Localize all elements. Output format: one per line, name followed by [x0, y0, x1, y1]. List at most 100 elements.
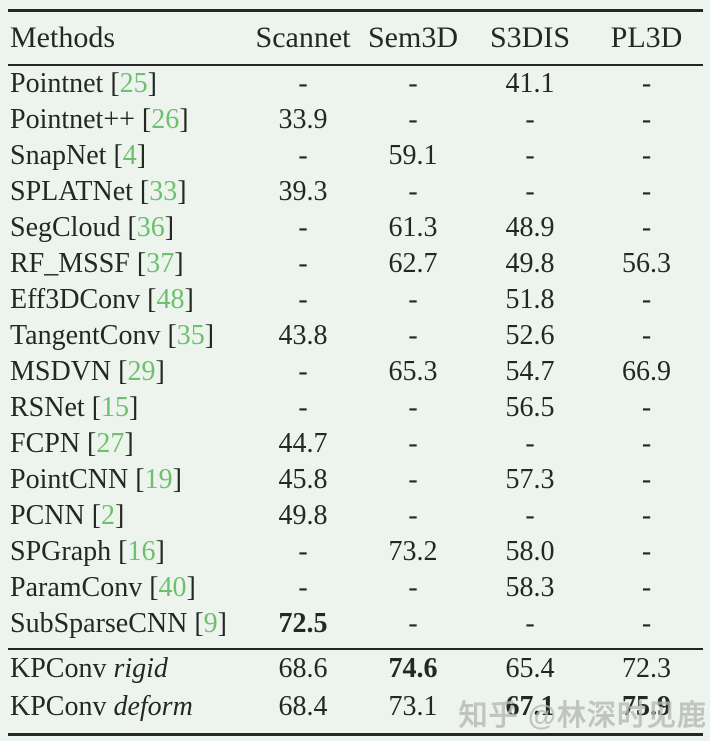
table-row: Pointnet++ [26] 33.9 - - -	[8, 102, 703, 138]
score-cell-pl3d: -	[641, 536, 652, 567]
table-rule-header	[8, 64, 703, 66]
citation-link[interactable]: 19	[144, 464, 173, 495]
score-cell-s3dis: 49.8	[505, 248, 555, 279]
citation-link[interactable]: 29	[127, 356, 156, 387]
table-header-row: Methods Scannet Sem3D S3DIS PL3D	[8, 12, 703, 64]
citation-link[interactable]: 9	[203, 608, 218, 639]
method-cell: Eff3DConv [48]	[8, 286, 250, 314]
table-rule-separator	[8, 648, 703, 650]
citation-bracket-close: ]	[129, 392, 139, 423]
method-name: Pointnet++	[10, 104, 135, 135]
score-cell-s3dis: -	[525, 608, 535, 639]
citation-bracket-close: ]	[184, 284, 194, 315]
score-cell-scannet: -	[298, 248, 308, 279]
score-cell-pl3d: -	[641, 572, 652, 603]
score-cell-s3dis: 41.1	[505, 68, 555, 99]
table-row: SPLATNet [33] 39.3 - - -	[8, 174, 703, 210]
score-cell-sem3d: -	[408, 176, 418, 207]
method-name: FCPN	[10, 428, 81, 459]
citation-link[interactable]: 16	[127, 536, 156, 567]
score-cell-sem3d: -	[408, 284, 418, 315]
citation-bracket-close: ]	[204, 320, 215, 351]
citation-bracket-open: [	[132, 176, 150, 207]
method-name: RF_MSSF	[10, 248, 130, 279]
score-cell-scannet: -	[298, 140, 308, 171]
table-rule-bottom	[8, 733, 703, 736]
citation-link[interactable]: 25	[119, 68, 148, 99]
score-cell-scannet: -	[298, 572, 308, 603]
citation-bracket-open: [	[120, 212, 137, 243]
score-cell-s3dis: -	[525, 428, 535, 459]
method-name: SPGraph	[10, 536, 112, 567]
score-cell-scannet: 72.5	[278, 608, 328, 639]
method-name: SubSparseCNN	[10, 608, 188, 639]
citation-link[interactable]: 35	[176, 320, 205, 351]
citation-bracket-open: [	[160, 320, 177, 351]
method-name: SnapNet	[10, 140, 107, 171]
citation-bracket-close: ]	[177, 176, 187, 207]
table-row: Eff3DConv [48] - - 51.8 -	[8, 282, 703, 318]
score-cell-scannet: -	[298, 392, 308, 423]
score-cell-pl3d: -	[641, 284, 652, 315]
citation-bracket-open: [	[134, 104, 152, 135]
method-cell: FCPN [27]	[8, 430, 250, 458]
citation-bracket-open: [	[106, 140, 123, 171]
score-cell-sem3d: 73.1	[388, 691, 438, 722]
table-row: KPConv rigid 68.6 74.6 65.4 72.3	[8, 650, 703, 688]
score-cell-pl3d: 72.3	[622, 653, 671, 684]
score-cell-pl3d: 66.9	[622, 356, 671, 387]
score-cell-s3dis: 58.0	[505, 536, 555, 567]
score-cell-s3dis: 52.6	[505, 320, 555, 351]
citation-link[interactable]: 48	[156, 284, 185, 315]
citation-link[interactable]: 2	[101, 500, 116, 531]
method-name: KPConv	[10, 691, 107, 722]
score-cell-sem3d: 62.7	[388, 248, 438, 279]
score-cell-s3dis: -	[525, 140, 535, 171]
citation-bracket-open: [	[128, 464, 145, 495]
column-header-s3dis: S3DIS	[489, 21, 571, 54]
citation-bracket-close: ]	[172, 464, 182, 495]
citation-link[interactable]: 4	[122, 140, 137, 171]
score-cell-pl3d: -	[641, 320, 652, 351]
score-cell-scannet: -	[298, 212, 308, 243]
score-cell-s3dis: 54.7	[505, 356, 555, 387]
citation-link[interactable]: 40	[158, 572, 187, 603]
method-cell: TangentConv [35]	[8, 322, 250, 350]
citation-link[interactable]: 15	[101, 392, 130, 423]
table-row: MSDVN [29] - 65.3 54.7 66.9	[8, 354, 703, 390]
table-row: SPGraph [16] - 73.2 58.0 -	[8, 534, 703, 570]
score-cell-sem3d: 74.6	[388, 653, 438, 684]
citation-link[interactable]: 36	[136, 212, 165, 243]
citation-bracket-close: ]	[179, 104, 189, 135]
citation-bracket-open: [	[84, 500, 102, 531]
method-name: RSNet	[10, 392, 85, 423]
citation-bracket-open: [	[111, 356, 128, 387]
citation-link[interactable]: 37	[146, 248, 175, 279]
score-cell-s3dis: -	[525, 500, 535, 531]
table-row: RF_MSSF [37] - 62.7 49.8 56.3	[8, 246, 703, 282]
score-cell-pl3d: -	[641, 428, 652, 459]
method-cell: PCNN [2]	[8, 502, 250, 530]
score-cell-sem3d: -	[408, 104, 418, 135]
citation-bracket-close: ]	[155, 356, 165, 387]
table-row: FCPN [27] 44.7 - - -	[8, 426, 703, 462]
citation-bracket-open: [	[129, 248, 147, 279]
score-cell-scannet: -	[298, 68, 308, 99]
score-cell-scannet: 49.8	[278, 500, 328, 531]
table-row: PCNN [2] 49.8 - - -	[8, 498, 703, 534]
method-name: TangentConv	[10, 320, 161, 351]
method-name: PCNN	[10, 500, 85, 531]
method-cell: KPConv deform	[8, 693, 250, 721]
score-cell-pl3d: -	[641, 104, 652, 135]
table-row: TangentConv [35] 43.8 - 52.6 -	[8, 318, 703, 354]
score-cell-sem3d: -	[408, 392, 418, 423]
citation-link[interactable]: 33	[149, 176, 178, 207]
results-table: Methods Scannet Sem3D S3DIS PL3D Pointnet [2…	[8, 0, 703, 736]
citation-link[interactable]: 26	[151, 104, 180, 135]
citation-bracket-close: ]	[164, 212, 175, 243]
citation-link[interactable]: 27	[96, 428, 125, 459]
method-name: SPLATNet	[10, 176, 133, 207]
score-cell-s3dis: 67.1	[505, 691, 555, 722]
method-variant: rigid	[106, 653, 168, 684]
score-cell-sem3d: -	[408, 320, 418, 351]
